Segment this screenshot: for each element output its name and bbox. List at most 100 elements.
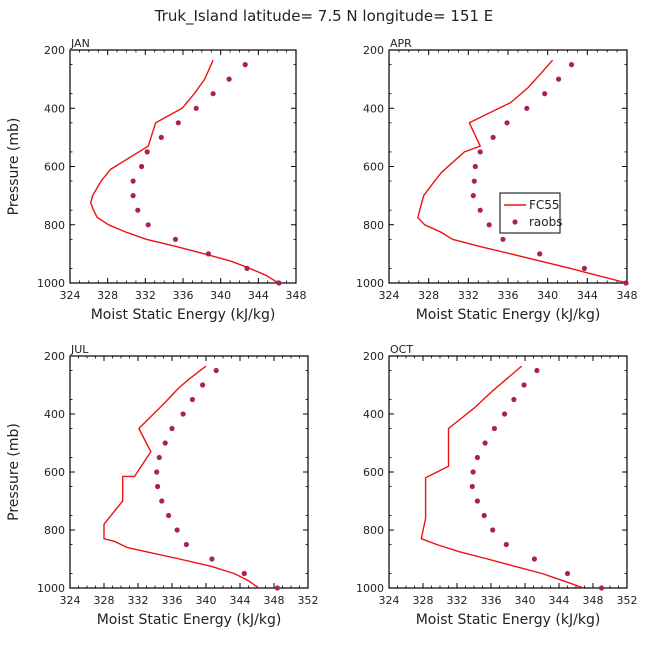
x-tick-label: 344 [549, 594, 570, 607]
obs-point [154, 469, 160, 475]
y-tick-label: 800 [44, 524, 65, 537]
x-tick-label: 348 [583, 594, 604, 607]
obs-point [581, 265, 588, 271]
x-tick-label: 328 [413, 594, 434, 607]
obs-point [491, 425, 497, 432]
obs-point [226, 76, 232, 82]
legend-obs-label: raobs [529, 215, 563, 229]
obs-point [502, 411, 508, 417]
obs-point [139, 163, 145, 170]
figure-title: Truk_Island latitude= 7.5 N longitude= 1… [154, 7, 494, 26]
y-tick-label: 1000 [356, 277, 384, 290]
obs-point [205, 251, 211, 257]
obs-point [175, 120, 181, 126]
y-tick-label: 200 [44, 44, 65, 57]
y-tick-label: 1000 [37, 582, 65, 595]
obs-point [564, 570, 571, 577]
obs-point [193, 105, 199, 111]
panel-jan: 324 328 332 336 340 344 348 200 400 600 800 1000 JAN… [6, 37, 307, 323]
x-tick-label: 328 [418, 289, 439, 302]
obs-point [503, 541, 509, 548]
y-tick-label: 200 [44, 350, 65, 363]
y-axis-title: Pressure (mb) [6, 118, 22, 216]
obs-point [276, 280, 282, 286]
model-line-apr [417, 59, 628, 284]
plot-frame [69, 355, 309, 589]
y-tick-label: 800 [44, 219, 65, 232]
plot-frame [388, 355, 628, 589]
obs-point [474, 498, 480, 504]
obs-point [470, 469, 476, 475]
model-line-oct [420, 365, 584, 589]
y-tick-label: 400 [44, 408, 65, 421]
plot-frame [388, 49, 628, 284]
obs-point [209, 556, 215, 562]
x-tick-label: 332 [128, 594, 149, 607]
obs-point [623, 280, 629, 286]
model-line-jan [90, 59, 279, 284]
x-tick-label: 340 [537, 289, 558, 302]
obs-point [189, 396, 195, 403]
obs-point [241, 570, 247, 577]
x-axis-title: Moist Static Energy (kJ/kg) [91, 307, 276, 323]
obs-point [504, 120, 510, 126]
y-tick-label: 600 [44, 466, 65, 479]
obs-point [169, 425, 175, 432]
obs-point [172, 236, 179, 242]
obs-point [481, 512, 487, 519]
x-tick-label: 344 [248, 289, 269, 302]
y-tick-label: 600 [363, 466, 384, 479]
panel-title: JAN [70, 37, 90, 50]
y-tick-label: 800 [363, 524, 384, 537]
obs-point [568, 62, 575, 68]
obs-point [521, 382, 527, 388]
legend-box [499, 192, 561, 234]
obs-point [162, 440, 168, 446]
panel-apr: 324 328 332 336 340 344 348 200 400 600 800 1000 APR… [356, 37, 638, 323]
obs-point [470, 193, 476, 199]
y-tick-label: 600 [363, 161, 384, 174]
obs-point [500, 236, 506, 242]
obs-point [469, 483, 475, 490]
x-tick-label: 324 [379, 289, 400, 302]
obs-point [244, 265, 250, 271]
x-tick-label: 352 [298, 594, 319, 607]
x-tick-label: 336 [498, 289, 519, 302]
panel-title: APR [390, 37, 412, 50]
y-tick-label: 1000 [37, 277, 65, 290]
obs-point [472, 163, 478, 170]
panel-oct: 324 328 332 336 340 344 348 352 200 400 600 800 1000… [356, 343, 638, 628]
obs-point [471, 178, 477, 184]
legend-model-label: FC55 [529, 198, 560, 212]
panel-title: JUL [70, 343, 89, 356]
x-tick-label: 340 [196, 594, 217, 607]
y-axis-title: Pressure (mb) [6, 423, 22, 521]
y-tick-label: 200 [363, 44, 384, 57]
panel-title: OCT [390, 343, 413, 356]
x-axis-title: Moist Static Energy (kJ/kg) [416, 307, 601, 323]
x-axis-title: Moist Static Energy (kJ/kg) [416, 612, 601, 628]
obs-point [477, 149, 483, 155]
x-tick-label: 336 [173, 289, 194, 302]
obs-point [180, 411, 186, 417]
obs-point [155, 483, 161, 490]
y-tick-label: 200 [363, 350, 384, 363]
obs-point [130, 178, 136, 184]
x-tick-label: 336 [162, 594, 183, 607]
y-tick-label: 400 [363, 102, 384, 115]
obs-point [144, 149, 150, 155]
obs-point [200, 382, 206, 388]
x-tick-label: 332 [458, 289, 479, 302]
x-axis-title: Moist Static Energy (kJ/kg) [97, 612, 282, 628]
obs-point [524, 105, 530, 111]
obs-point [183, 541, 189, 548]
x-tick-label: 324 [379, 594, 400, 607]
x-tick-label: 340 [515, 594, 536, 607]
y-tick-label: 600 [44, 161, 65, 174]
obs-point [477, 207, 483, 213]
obs-point [210, 91, 216, 97]
obs-point [213, 367, 219, 374]
x-tick-label: 340 [210, 289, 231, 302]
obs-point [145, 222, 151, 228]
